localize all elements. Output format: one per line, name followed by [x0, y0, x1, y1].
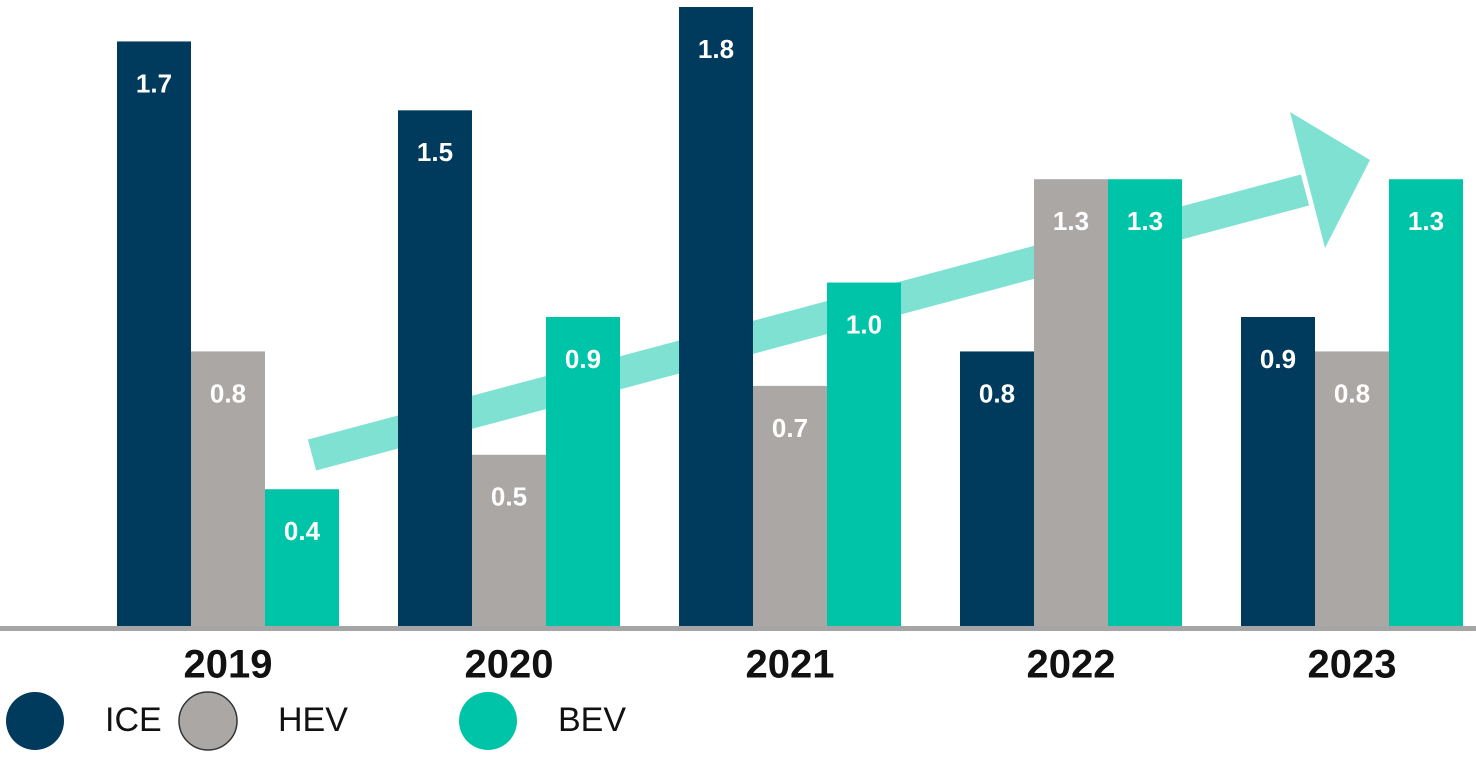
bar [472, 454, 546, 627]
x-tick-label: 2022 [1027, 643, 1116, 687]
bar [546, 317, 620, 627]
legend-label: ICE [105, 701, 162, 739]
x-tick-label: 2019 [184, 643, 273, 687]
bar [1108, 179, 1182, 627]
data-label: 0.8 [979, 378, 1015, 408]
legend-swatch [459, 692, 517, 750]
bar [1241, 317, 1315, 627]
bar [960, 351, 1034, 627]
data-label: 0.8 [1334, 378, 1370, 408]
bar [1315, 351, 1389, 627]
bar [398, 110, 472, 628]
data-label: 1.0 [846, 309, 882, 339]
baseline [0, 626, 1476, 631]
legend-swatch [178, 691, 238, 751]
bar [117, 41, 191, 627]
bar [265, 489, 339, 627]
data-label: 0.8 [210, 378, 246, 408]
bar [679, 7, 753, 627]
x-tick-label: 2021 [746, 643, 835, 687]
legend-swatch [6, 692, 64, 750]
data-label: 0.7 [772, 413, 808, 443]
data-label: 1.3 [1127, 206, 1163, 236]
data-label: 0.5 [491, 482, 527, 512]
x-tick-label: 2023 [1308, 643, 1397, 687]
data-label: 0.4 [284, 516, 321, 546]
legend-label: BEV [558, 701, 626, 739]
bar [753, 385, 827, 627]
bar [191, 351, 265, 627]
data-label: 1.3 [1053, 206, 1089, 236]
bar [1034, 179, 1108, 627]
bar [827, 282, 901, 627]
bar [1389, 179, 1463, 627]
x-tick-label: 2020 [465, 643, 554, 687]
data-label: 1.3 [1408, 206, 1444, 236]
data-label: 1.7 [136, 68, 172, 98]
data-label: 0.9 [1260, 344, 1296, 374]
legend-label: HEV [278, 701, 348, 739]
data-label: 1.5 [417, 137, 453, 167]
data-label: 1.8 [698, 34, 734, 64]
data-label: 0.9 [565, 344, 601, 374]
